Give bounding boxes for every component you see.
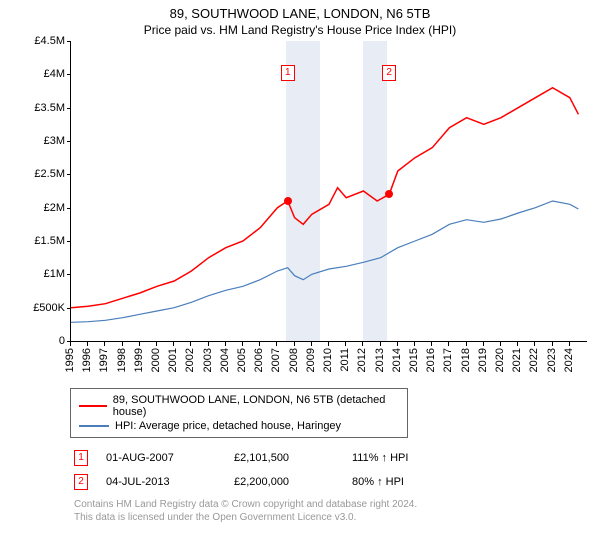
y-tick-label: £2M [21, 202, 65, 214]
annotation-date: 01-AUG-2007 [106, 452, 216, 464]
y-tick-label: £4.5M [21, 35, 65, 47]
x-tick-label: 2010 [322, 348, 334, 372]
annotation-price: £2,200,000 [234, 476, 334, 488]
y-tick-label: 0 [21, 335, 65, 347]
x-tick-label: 2008 [288, 348, 300, 372]
annotation-row: 1 01-AUG-2007 £2,101,500 111% ↑ HPI [74, 446, 586, 470]
footer-line1: Contains HM Land Registry data © Crown c… [74, 498, 586, 511]
chart-title-address: 89, SOUTHWOOD LANE, LONDON, N6 5TB [0, 0, 600, 21]
annotation-row: 2 04-JUL-2013 £2,200,000 80% ↑ HPI [74, 470, 586, 494]
x-tick-label: 2014 [391, 348, 403, 372]
x-tick-label: 2024 [563, 348, 575, 372]
footer-line2: This data is licensed under the Open Gov… [74, 511, 586, 524]
y-tick-label: £500K [21, 302, 65, 314]
plot-area: 0£500K£1M£1.5M£2M£2.5M£3M£3.5M£4M£4.5M12 [70, 41, 587, 342]
legend-item-hpi: HPI: Average price, detached house, Hari… [79, 419, 399, 433]
x-tick-label: 2012 [356, 348, 368, 372]
series-line-hpi [71, 201, 578, 322]
chart-subtitle: Price paid vs. HM Land Registry's House … [0, 21, 600, 41]
x-tick-label: 2000 [150, 348, 162, 372]
x-tick-label: 2015 [408, 348, 420, 372]
annotation-pct: 80% ↑ HPI [352, 476, 404, 488]
marker-point [385, 190, 393, 198]
footer-text: Contains HM Land Registry data © Crown c… [74, 498, 586, 524]
x-tick-label: 2013 [374, 348, 386, 372]
marker-label-box: 2 [382, 65, 396, 81]
x-tick-label: 2022 [528, 348, 540, 372]
annotation-price: £2,101,500 [234, 452, 334, 464]
series-line-property [71, 88, 578, 308]
legend-swatch-property [79, 405, 107, 407]
x-tick-label: 2016 [425, 348, 437, 372]
x-tick-label: 1999 [133, 348, 145, 372]
x-tick-label: 2002 [184, 348, 196, 372]
x-tick-label: 2001 [167, 348, 179, 372]
annotation-id-box: 1 [74, 450, 88, 466]
annotation-pct: 111% ↑ HPI [352, 452, 408, 464]
x-tick-label: 2004 [219, 348, 231, 372]
x-tick-label: 2011 [339, 348, 351, 372]
x-tick-label: 2003 [202, 348, 214, 372]
x-tick-label: 2020 [494, 348, 506, 372]
legend-label-hpi: HPI: Average price, detached house, Hari… [115, 420, 341, 432]
x-tick-label: 1997 [98, 348, 110, 372]
legend-box: 89, SOUTHWOOD LANE, LONDON, N6 5TB (deta… [70, 388, 408, 438]
x-tick-label: 2019 [477, 348, 489, 372]
x-tick-label: 2005 [236, 348, 248, 372]
y-tick-label: £4M [21, 68, 65, 80]
legend-item-property: 89, SOUTHWOOD LANE, LONDON, N6 5TB (deta… [79, 393, 399, 419]
annotation-rows: 1 01-AUG-2007 £2,101,500 111% ↑ HPI 2 04-JUL-… [70, 446, 586, 494]
y-tick-label: £3.5M [21, 102, 65, 114]
x-tick-label: 2018 [460, 348, 472, 372]
legend-swatch-hpi [79, 425, 109, 427]
x-tick-label: 1996 [81, 348, 93, 372]
bottom-block: 89, SOUTHWOOD LANE, LONDON, N6 5TB (deta… [14, 388, 586, 524]
x-tick-label: 2021 [511, 348, 523, 372]
x-tick-label: 1995 [64, 348, 76, 372]
x-tick-label: 2017 [442, 348, 454, 372]
x-tick-label: 1998 [116, 348, 128, 372]
marker-point [284, 197, 292, 205]
marker-label-box: 1 [281, 65, 295, 81]
x-tick-label: 2009 [305, 348, 317, 372]
y-tick-label: £2.5M [21, 168, 65, 180]
x-tick-label: 2007 [270, 348, 282, 372]
chart-container: 89, SOUTHWOOD LANE, LONDON, N6 5TB Price… [0, 0, 600, 560]
y-tick-label: £1.5M [21, 235, 65, 247]
legend-label-property: 89, SOUTHWOOD LANE, LONDON, N6 5TB (deta… [113, 394, 399, 418]
x-tick-label: 2023 [546, 348, 558, 372]
x-tick-label: 2006 [253, 348, 265, 372]
y-tick-label: £1M [21, 268, 65, 280]
chart-area: 0£500K£1M£1.5M£2M£2.5M£3M£3.5M£4M£4.5M12… [14, 41, 586, 342]
annotation-date: 04-JUL-2013 [106, 476, 216, 488]
y-tick-label: £3M [21, 135, 65, 147]
annotation-id-box: 2 [74, 474, 88, 490]
